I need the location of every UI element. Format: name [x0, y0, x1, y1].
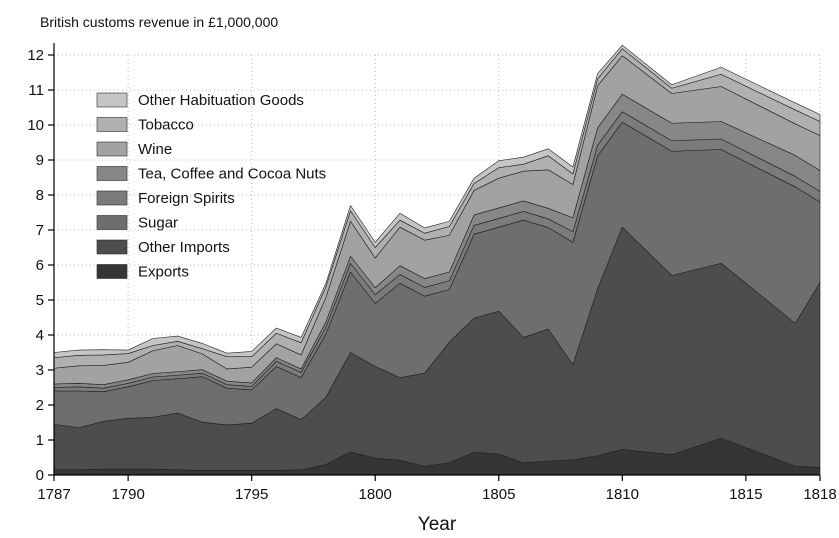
y-tick-label: 12 [27, 47, 44, 64]
y-tick-label: 2 [36, 397, 44, 414]
legend-item: Tea, Coffee and Cocoa Nuts [96, 166, 326, 183]
y-tick-label: 7 [36, 222, 44, 239]
y-tick-label: 0 [36, 467, 44, 484]
legend-swatch [96, 166, 128, 181]
x-tick-label: 1800 [359, 486, 392, 503]
legend-swatch [96, 141, 128, 157]
x-axis-title: Year [418, 514, 457, 535]
y-tick-label: 1 [36, 432, 44, 449]
legend-item: Sugar [96, 215, 178, 232]
legend-label: Sugar [138, 215, 178, 232]
y-tick-label: 10 [27, 117, 44, 134]
y-tick-label: 11 [28, 82, 44, 99]
x-tick-label: 1805 [482, 486, 515, 503]
legend-label: Tea, Coffee and Cocoa Nuts [138, 166, 326, 183]
area-other-habituation-goods [53, 44, 821, 359]
legend-label: Wine [138, 141, 172, 158]
y-tick-label: 6 [36, 257, 44, 274]
legend-swatch [96, 239, 128, 255]
y-tick-label: 9 [36, 152, 44, 169]
legend-swatch [96, 215, 128, 230]
x-tick-label: 1790 [111, 486, 144, 503]
y-tick-label: 8 [36, 187, 44, 204]
legend-label: Exports [138, 264, 189, 281]
y-tick-label: 3 [36, 362, 44, 379]
legend-label: Other Imports [138, 239, 230, 256]
legend-label: Other Habituation Goods [138, 92, 304, 109]
y-tick-label: 4 [36, 327, 44, 344]
area-series [53, 44, 821, 476]
legend-label: Tobacco [138, 117, 194, 134]
legend-item: Other Imports [96, 239, 230, 256]
x-tick-label: 1818 [803, 486, 836, 503]
legend-swatch [96, 117, 128, 132]
legend-swatch [96, 190, 128, 206]
legend-item: Wine [96, 141, 172, 158]
x-tick-label: 1810 [606, 486, 639, 503]
y-tick-label: 5 [36, 292, 44, 309]
legend: Other Habituation Goods Tobacco Wine Tea, C… [96, 92, 326, 281]
legend-item: Other Habituation Goods [96, 92, 304, 109]
legend-swatch [96, 264, 128, 279]
legend-swatch [96, 92, 128, 108]
legend-item: Exports [96, 264, 189, 281]
chart-title: British customs revenue in £1,000,000 [40, 14, 278, 30]
x-tick-label: 1795 [235, 486, 268, 503]
legend-label: Foreign Spirits [138, 190, 235, 207]
x-tick-label: 1815 [729, 486, 762, 503]
x-tick-label: 1787 [37, 486, 70, 503]
legend-item: Tobacco [96, 117, 194, 134]
legend-item: Foreign Spirits [96, 190, 235, 207]
